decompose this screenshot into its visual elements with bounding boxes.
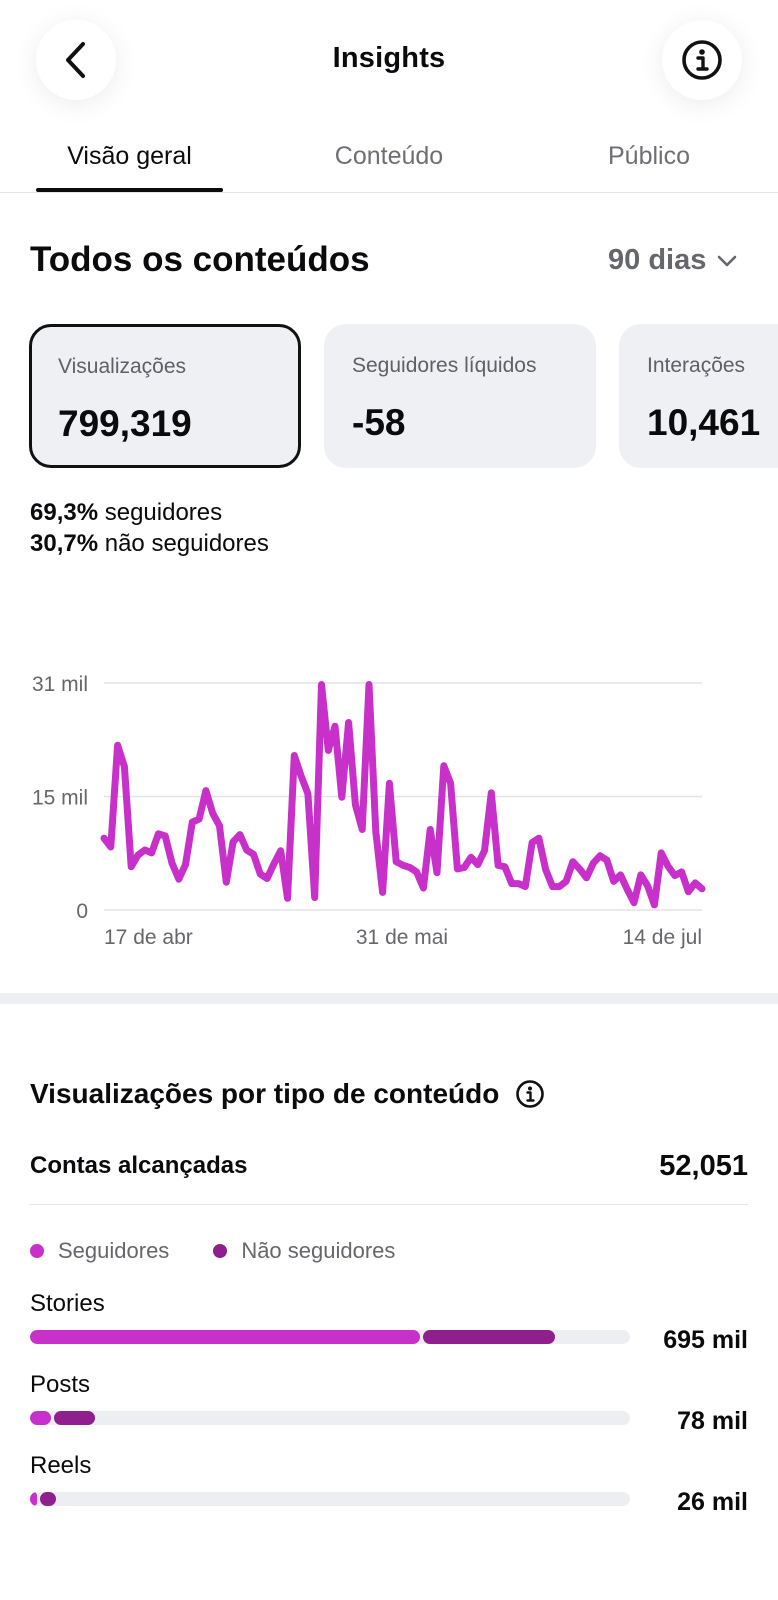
bar-track xyxy=(30,1330,630,1344)
tab-content[interactable]: Conteúdo xyxy=(334,142,444,170)
content-type-value: 26 mil xyxy=(677,1488,748,1516)
back-button[interactable] xyxy=(36,20,116,100)
followers-bar xyxy=(30,1330,420,1344)
followers-text: seguidores xyxy=(104,499,223,526)
non-followers-bar xyxy=(40,1492,56,1506)
section-title: Todos os conteúdos xyxy=(30,240,370,279)
accounts-reached-row: Contas alcançadas 52,051 xyxy=(30,1146,748,1205)
non-followers-text: não seguidores xyxy=(104,530,269,557)
y-tick-label: 15 mil xyxy=(32,787,88,810)
chart-legend: Seguidores Não seguidores xyxy=(30,1238,395,1264)
x-tick-label: 17 de abr xyxy=(104,926,193,949)
metric-label: Seguidores líquidos xyxy=(352,354,537,377)
metric-value: -58 xyxy=(352,402,406,443)
views-series-line xyxy=(100,681,706,909)
x-tick-label: 31 de mai xyxy=(356,926,448,949)
metric-card-interactions[interactable]: Interações 10,461 xyxy=(619,324,778,468)
tab-audience[interactable]: Público xyxy=(608,142,690,170)
content-type-heading: Visualizações por tipo de conteúdo xyxy=(30,1078,500,1109)
legend-dot-non-followers xyxy=(213,1244,228,1258)
bar-track xyxy=(30,1492,630,1506)
chevron-left-icon xyxy=(66,42,85,78)
content-type-value: 78 mil xyxy=(677,1407,748,1435)
bar-track xyxy=(30,1411,630,1425)
metric-value: 10,461 xyxy=(647,402,761,443)
content-type-title: Visualizações por tipo de conteúdo xyxy=(30,1078,545,1110)
non-followers-bar xyxy=(423,1330,555,1344)
content-type-label: Reels xyxy=(30,1452,92,1479)
followers-bar xyxy=(30,1411,51,1425)
chevron-down-icon xyxy=(718,255,737,266)
accounts-reached-value: 52,051 xyxy=(659,1150,748,1182)
date-range-label: 90 dias xyxy=(608,244,707,276)
content-row-reels[interactable]: Reels 26 mil xyxy=(30,1452,748,1522)
metric-value: 799,319 xyxy=(58,403,192,444)
y-tick-label: 31 mil xyxy=(32,673,88,696)
non-followers-bar xyxy=(54,1411,95,1425)
content-type-value: 695 mil xyxy=(663,1326,748,1354)
metric-label: Interações xyxy=(647,354,746,377)
active-tab-indicator xyxy=(36,188,223,192)
top-bar: Insights xyxy=(0,0,778,120)
info-icon xyxy=(682,40,722,80)
content-type-label: Posts xyxy=(30,1371,91,1398)
page-title: Insights xyxy=(332,42,446,74)
audience-breakdown: 69,3% seguidores 30,7% não seguidores xyxy=(30,497,269,559)
y-tick-label: 0 xyxy=(76,900,88,923)
x-tick-label: 14 de jul xyxy=(623,926,702,949)
followers-bar xyxy=(30,1492,38,1506)
followers-share: 69,3% seguidores xyxy=(30,497,269,528)
legend-dot-followers xyxy=(30,1244,44,1258)
metric-card-net-followers[interactable]: Seguidores líquidos -58 xyxy=(324,324,596,468)
metric-label: Visualizações xyxy=(58,355,187,378)
legend-followers: Seguidores xyxy=(30,1238,169,1264)
content-row-stories[interactable]: Stories 695 mil xyxy=(30,1290,748,1360)
non-followers-share: 30,7% não seguidores xyxy=(30,528,269,559)
accounts-reached-label: Contas alcançadas xyxy=(30,1152,248,1179)
legend-label: Seguidores xyxy=(58,1238,170,1263)
legend-label: Não seguidores xyxy=(241,1238,396,1263)
content-row-posts[interactable]: Posts 78 mil xyxy=(30,1371,748,1441)
tab-bar: Visão geral Conteúdo Público xyxy=(0,130,778,193)
content-type-label: Stories xyxy=(30,1290,105,1317)
tab-overview[interactable]: Visão geral xyxy=(67,142,192,170)
info-button[interactable] xyxy=(662,20,742,100)
date-range-dropdown[interactable]: 90 dias xyxy=(608,244,738,277)
views-line-chart: 31 mil 15 mil 0 17 de abr 31 de mai 14 de jul xyxy=(32,673,706,949)
legend-non-followers: Não seguidores xyxy=(213,1238,395,1264)
non-followers-pct: 30,7% xyxy=(30,530,99,557)
info-icon[interactable] xyxy=(515,1079,545,1109)
metric-card-views[interactable]: Visualizações 799,319 xyxy=(29,324,301,468)
section-divider xyxy=(0,993,778,1004)
followers-pct: 69,3% xyxy=(30,499,99,526)
